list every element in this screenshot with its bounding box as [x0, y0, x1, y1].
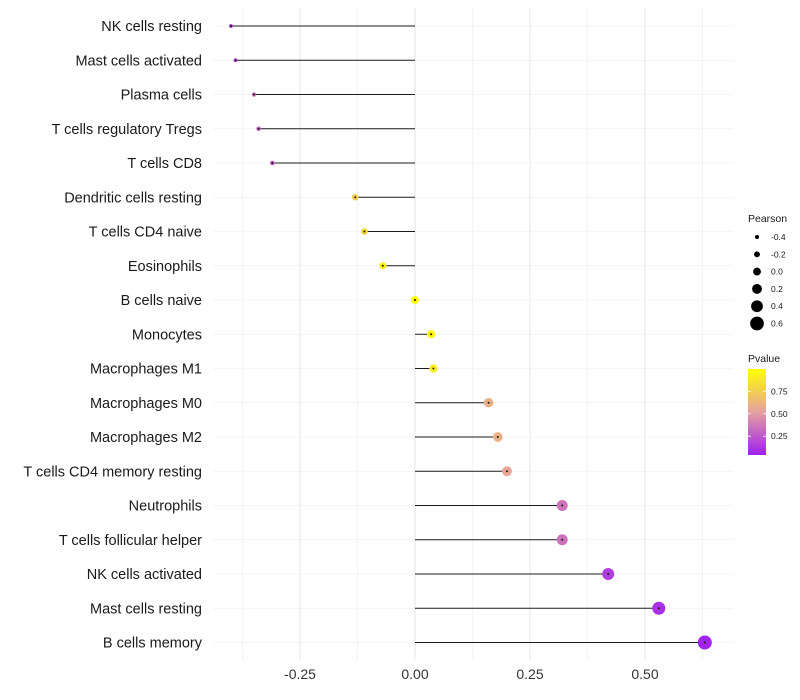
point-center-dot [354, 196, 357, 199]
point-center-dot [561, 538, 564, 541]
point-center-dot [487, 401, 490, 404]
pvalue-legend-label: 0.50 [771, 409, 788, 419]
pearson-legend-label: 0.6 [771, 319, 783, 329]
pearson-size-legend: Pearson -0.4 -0.2 0.0 0.2 0.4 0.6 [748, 213, 787, 331]
pearson-legend-title: Pearson [748, 213, 787, 225]
pearson-legend-dot [751, 300, 763, 313]
category-label: Macrophages M2 [90, 430, 202, 446]
point-center-dot [506, 470, 508, 473]
pvalue-legend-title: Pvalue [748, 353, 780, 365]
pearson-legend-dot [755, 235, 759, 239]
point-center-dot [432, 367, 435, 370]
point-center-dot [561, 504, 564, 507]
category-label: Eosinophils [128, 259, 202, 275]
category-label: Neutrophils [129, 499, 202, 515]
x-tick-label: 0.00 [401, 666, 428, 682]
category-label: Macrophages M1 [90, 362, 202, 378]
category-label: Macrophages M0 [90, 396, 202, 412]
pvalue-color-legend: Pvalue 0.75 0.50 0.25 [748, 353, 788, 455]
point-center-dot [257, 127, 260, 130]
category-label: Mast cells activated [75, 53, 202, 69]
pearson-legend-label: -0.4 [771, 232, 786, 242]
category-label: B cells naive [121, 293, 202, 309]
point-center-dot [414, 299, 416, 301]
point-center-dot [496, 436, 499, 438]
pearson-legend-dot [753, 267, 761, 276]
pearson-legend-dot [750, 316, 764, 331]
point-center-dot [657, 607, 660, 610]
category-label: Dendritic cells resting [64, 190, 202, 206]
pearson-legend-label: 0.2 [771, 284, 783, 294]
category-label: B cells memory [103, 636, 203, 652]
x-tick-label: 0.25 [516, 666, 543, 682]
point-center-dot [230, 25, 232, 27]
category-label: NK cells resting [101, 19, 202, 35]
point-center-dot [607, 573, 610, 575]
category-labels: NK cells resting Mast cells activated Plas… [23, 19, 202, 652]
lollipop-points [229, 24, 712, 650]
category-label: T cells follicular helper [59, 533, 202, 549]
category-label: T cells CD4 naive [89, 225, 202, 241]
grid-lines [213, 8, 733, 660]
category-label: T cells CD8 [127, 156, 202, 172]
category-label: T cells regulatory Tregs [52, 122, 202, 138]
category-label: T cells CD4 memory resting [23, 464, 202, 480]
pvalue-legend-label: 0.75 [771, 386, 788, 396]
category-label: Plasma cells [121, 88, 202, 104]
point-center-dot [234, 59, 237, 62]
point-center-dot [363, 230, 366, 233]
pearson-legend-dot [754, 251, 760, 258]
point-center-dot [430, 333, 433, 336]
pvalue-colorbar [748, 369, 766, 455]
point-center-dot [703, 641, 706, 644]
category-label: Mast cells resting [90, 601, 202, 617]
category-label: Monocytes [132, 327, 202, 343]
x-tick-label: -0.25 [284, 666, 316, 682]
x-tick-labels: -0.25 0.00 0.25 0.50 [284, 666, 659, 682]
category-label: NK cells activated [87, 567, 202, 583]
point-center-dot [271, 162, 274, 164]
x-tick-label: 0.50 [631, 666, 658, 682]
pvalue-legend-label: 0.25 [771, 431, 788, 441]
pearson-legend-label: 0.4 [771, 301, 783, 311]
point-center-dot [381, 264, 384, 267]
pearson-legend-label: 0.0 [771, 267, 783, 277]
pearson-legend-label: -0.2 [771, 249, 786, 259]
point-center-dot [253, 93, 255, 96]
pearson-legend-dot [752, 283, 762, 294]
